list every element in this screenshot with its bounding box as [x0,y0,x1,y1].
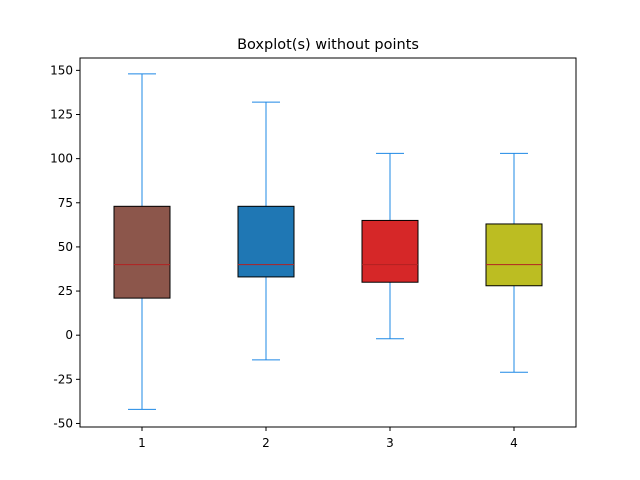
y-axis: -50 -25 0 25 50 75 100 125 150 [50,63,80,430]
chart-title: Boxplot(s) without points [237,37,419,53]
box-body [485,223,543,287]
box-1 [113,73,171,410]
box-2 [237,101,295,361]
y-tick-label: 75 [58,196,73,210]
y-tick-label: 125 [50,107,73,121]
y-tick-label: 50 [58,240,73,254]
y-tick-label: -50 [53,416,73,430]
box-3 [361,152,419,340]
y-tick-label: -25 [53,372,73,386]
y-tick-label: 100 [50,152,73,166]
x-tick-label: 1 [138,436,146,450]
box-body [113,205,171,299]
x-tick-label: 2 [262,436,270,450]
box-body [237,205,295,278]
y-tick-label: 150 [50,63,73,77]
x-tick-label: 4 [510,436,518,450]
y-tick-label: 0 [65,328,73,342]
plot-area [113,73,543,410]
x-tick-label: 3 [386,436,394,450]
box-4 [485,152,543,373]
x-axis: 1 2 3 4 [138,427,518,450]
plot-frame [79,57,577,428]
y-tick-label: 25 [58,284,73,298]
box-body [361,219,419,283]
